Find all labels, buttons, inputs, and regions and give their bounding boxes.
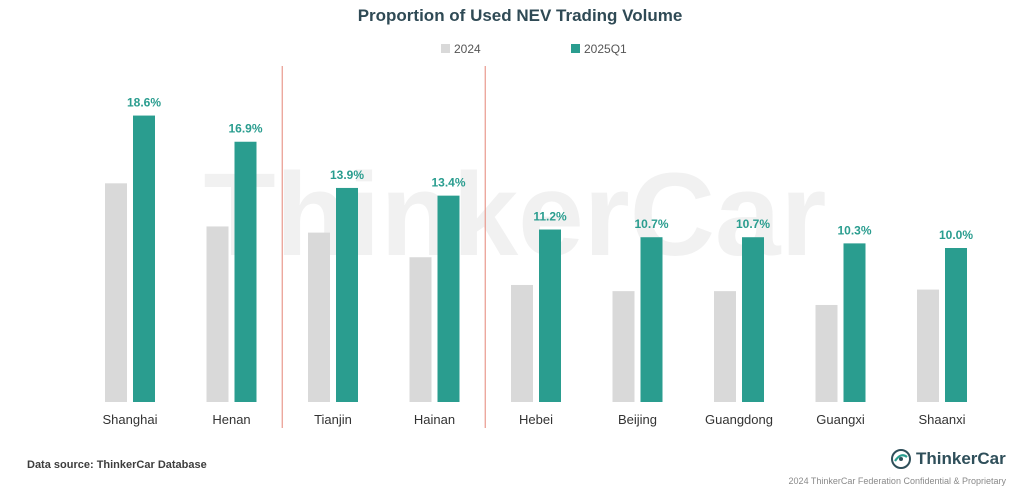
x-tick-hebei: Hebei (519, 412, 553, 427)
data-label-hainan: 13.4% (431, 176, 465, 190)
legend-2025q1-label: 2025Q1 (584, 42, 627, 56)
bar-2025q1-hebei (539, 229, 561, 402)
bar-2024-beijing (612, 291, 635, 402)
data-labels-group: 18.6% 16.9% 13.9% 13.4% 11.2% 10.7% 10.7% 10.3%… (127, 96, 973, 242)
bar-2025q1-henan (234, 141, 257, 403)
bar-2024-henan (206, 226, 229, 402)
chart-title: Proportion of Used NEV Trading Volume (358, 6, 683, 25)
x-tick-shanghai: Shanghai (103, 412, 158, 427)
bar-2025q1-tianjin (336, 187, 358, 402)
bar-2025q1-beijing (640, 237, 663, 402)
data-label-tianjin: 13.9% (330, 168, 364, 182)
legend-2024-swatch (441, 44, 450, 53)
legend-2024-label: 2024 (454, 42, 481, 56)
legend: 2024 2025Q1 (441, 42, 627, 56)
x-tick-guangxi: Guangxi (816, 412, 865, 427)
bar-2024-hebei (511, 284, 533, 402)
bar-2024-guangdong (714, 291, 736, 402)
legend-2025q1-swatch (571, 44, 580, 53)
copyright-note: 2024 ThinkerCar Federation Confidential … (788, 476, 1006, 486)
bar-2025q1-guangxi (843, 243, 866, 402)
data-label-hebei: 11.2% (533, 210, 567, 224)
x-tick-guangdong: Guangdong (705, 412, 773, 427)
x-tick-beijing: Beijing (618, 412, 657, 427)
bar-2025q1-hainan (437, 195, 460, 402)
x-tick-labels-group: Shanghai Henan Tianjin Hainan Hebei Beijing Gu… (103, 412, 966, 427)
bar-2024-shanghai (105, 183, 127, 402)
data-source-note: Data source: ThinkerCar Database (27, 459, 207, 471)
x-tick-henan: Henan (212, 412, 250, 427)
brand-logo: ThinkerCar (890, 446, 1006, 472)
x-tick-shaanxi: Shaanxi (919, 412, 966, 427)
bars-group (105, 115, 967, 403)
watermark: ThinkerCar (204, 149, 827, 281)
data-label-guangxi: 10.3% (837, 223, 871, 237)
logo-text: ThinkerCar (916, 449, 1006, 468)
thinkercar-logo-icon (891, 449, 911, 469)
bar-2024-hainan (409, 257, 432, 402)
bar-2024-guangxi (815, 304, 838, 402)
data-label-shaanxi: 10.0% (939, 228, 973, 242)
x-tick-tianjin: Tianjin (314, 412, 352, 427)
x-tick-hainan: Hainan (414, 412, 455, 427)
bar-2024-shaanxi (917, 289, 939, 402)
group-dividers (281, 66, 486, 428)
data-label-beijing: 10.7% (634, 217, 668, 231)
bar-2024-tianjin (308, 232, 330, 402)
bar-2025q1-shanghai (133, 115, 155, 402)
data-label-shanghai: 18.6% (127, 96, 161, 110)
bar-2025q1-shaanxi (945, 248, 967, 402)
data-label-guangdong: 10.7% (736, 217, 770, 231)
bar-2025q1-guangdong (742, 237, 764, 402)
data-label-henan: 16.9% (228, 122, 262, 136)
